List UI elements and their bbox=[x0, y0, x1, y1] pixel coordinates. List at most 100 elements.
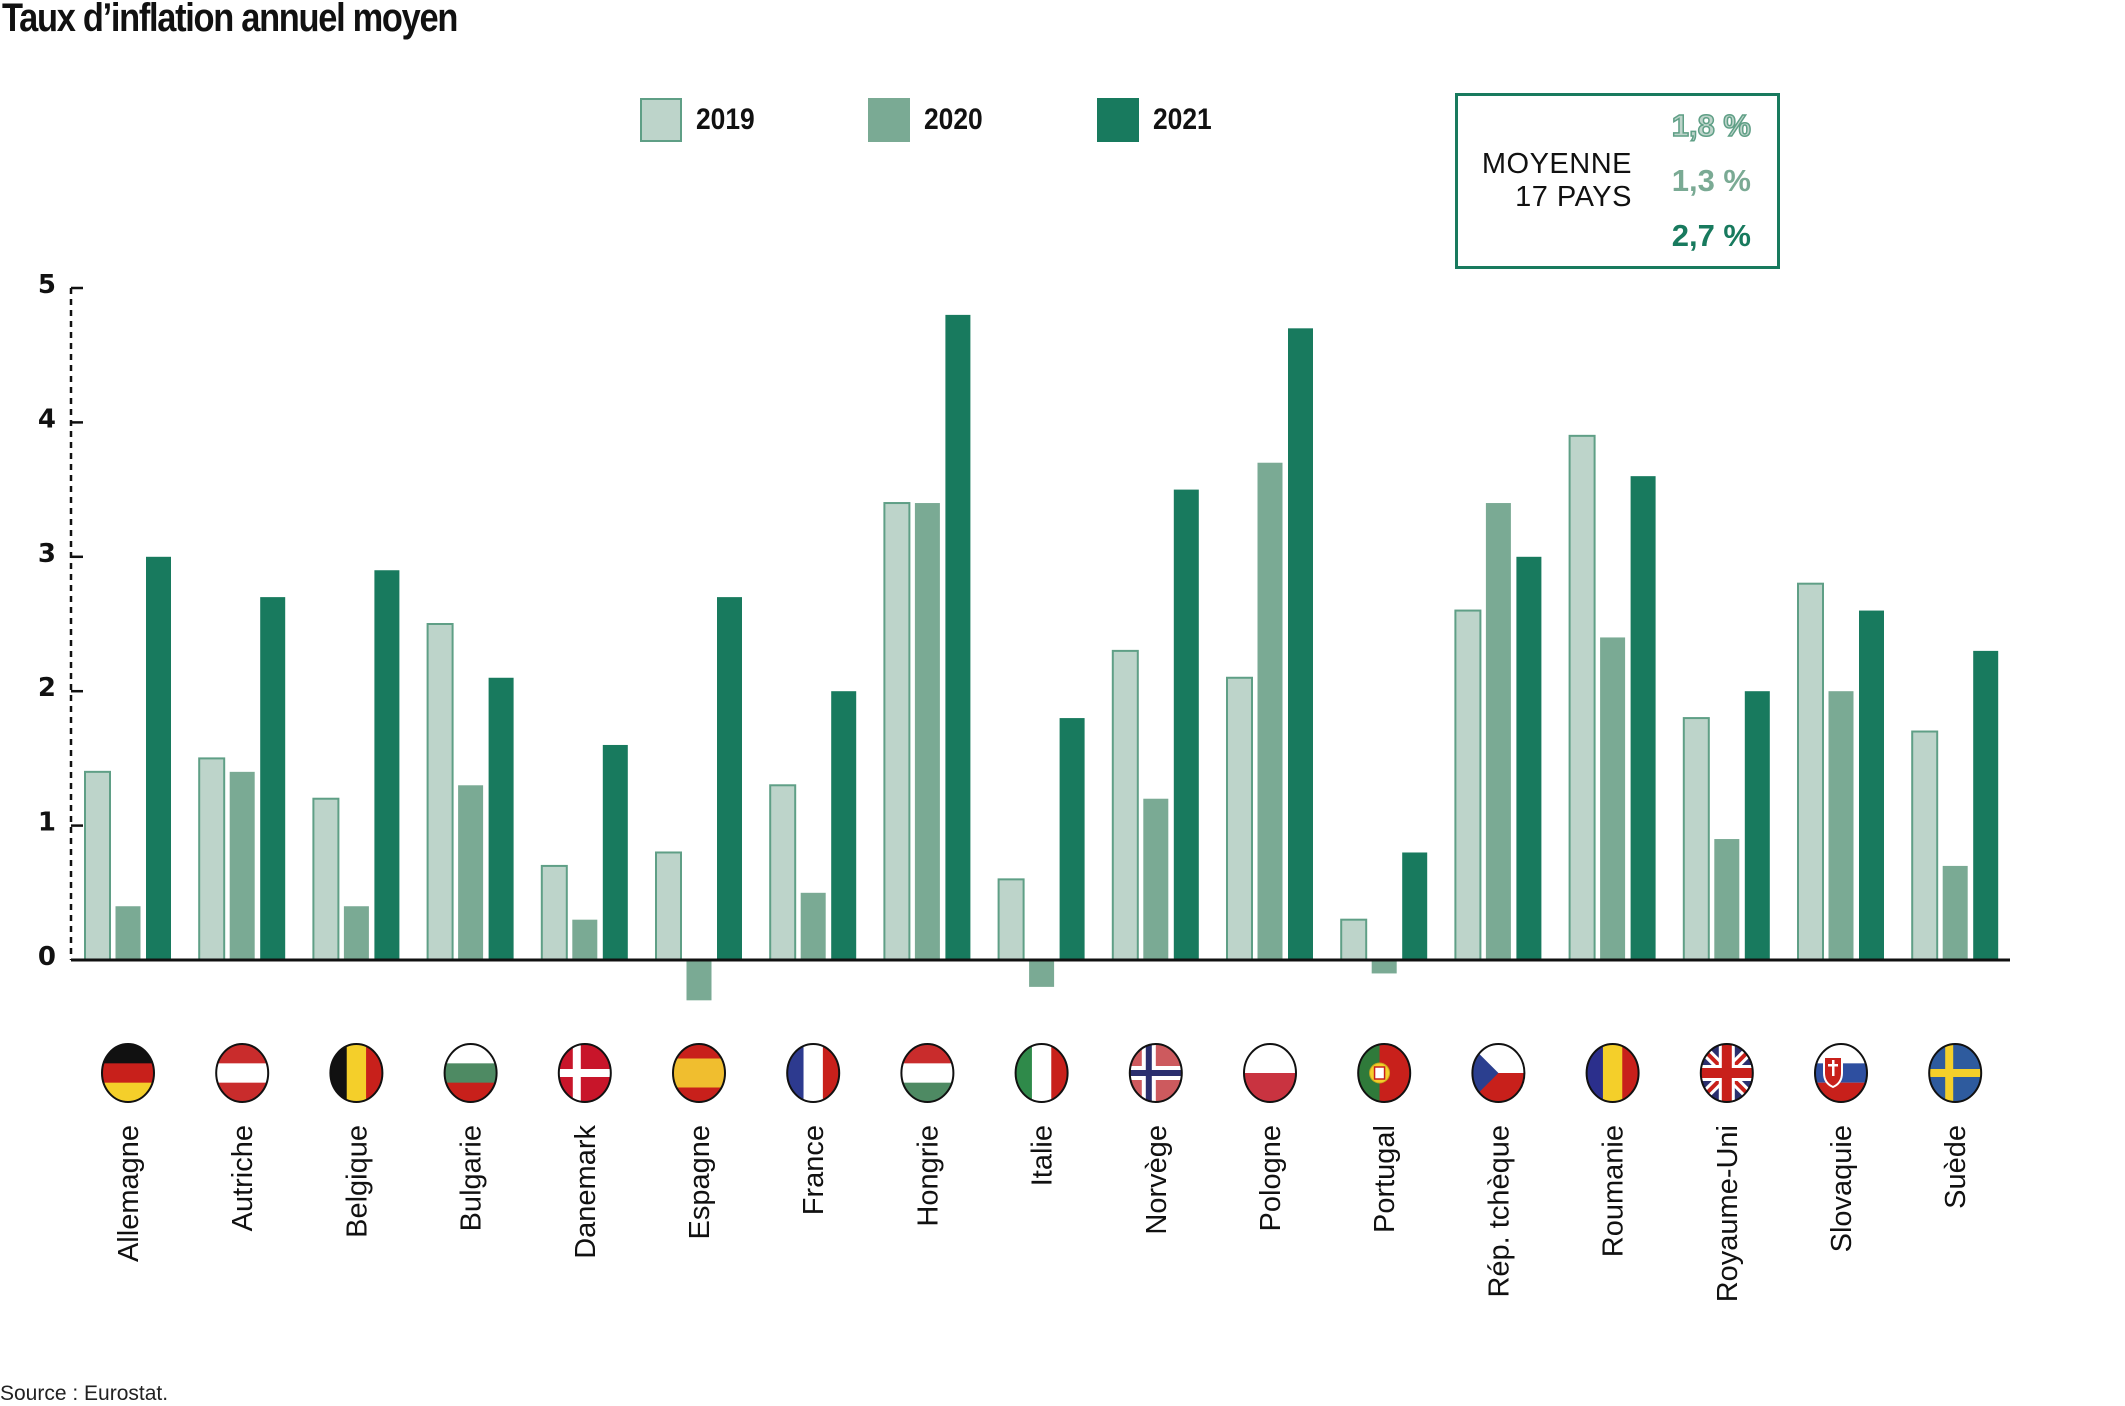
flag-united-kingdom-icon bbox=[1700, 1044, 1753, 1102]
bar-2021 bbox=[374, 570, 400, 960]
bar-2021 bbox=[488, 677, 514, 960]
flag-outline bbox=[786, 1043, 841, 1103]
legend-label-2020: 2020 bbox=[924, 103, 983, 136]
bar-2021 bbox=[1288, 328, 1313, 960]
bar-2020 bbox=[1371, 960, 1397, 974]
flag-sweden-icon bbox=[1929, 1044, 1982, 1102]
flag-outline bbox=[1014, 1043, 1069, 1103]
flag-belgium-icon bbox=[330, 1044, 383, 1102]
flag-czech-republic-icon bbox=[1472, 1044, 1525, 1102]
country-label: Rép. tchèque bbox=[1483, 1125, 1515, 1298]
flag-germany-icon bbox=[102, 1044, 154, 1102]
bar-2020 bbox=[914, 503, 940, 960]
bar-group bbox=[1226, 328, 1313, 961]
bar-group bbox=[655, 597, 742, 1001]
flag-bulgaria-icon bbox=[444, 1044, 497, 1102]
country-label: Bulgarie bbox=[456, 1125, 488, 1231]
average-label-line1: MOYENNE bbox=[1481, 148, 1632, 180]
country-labels: Allemagne Autriche Belgique Bulgarie Danemar… bbox=[113, 1125, 1972, 1303]
flag-norway-icon bbox=[1129, 1044, 1182, 1102]
bar-2019 bbox=[1340, 918, 1368, 961]
bar-2019 bbox=[540, 864, 568, 961]
legend-item-2020: 2020 bbox=[868, 97, 991, 143]
bar-2020 bbox=[1143, 798, 1169, 960]
bar-2019 bbox=[1911, 730, 1939, 962]
y-tick-label: 3 bbox=[38, 539, 56, 569]
average-label-line2: 17 PAYS bbox=[1515, 181, 1632, 213]
bar-2019 bbox=[1568, 434, 1596, 961]
country-label: Suède bbox=[1940, 1125, 1972, 1209]
flag-france-icon bbox=[787, 1044, 840, 1102]
bar-2020 bbox=[1485, 503, 1511, 960]
bar-2019 bbox=[1682, 717, 1710, 962]
bar-group bbox=[540, 744, 628, 961]
bar-group bbox=[997, 718, 1085, 987]
bar-2019 bbox=[198, 757, 226, 962]
flag-outline bbox=[329, 1043, 384, 1103]
bar-2019 bbox=[1226, 676, 1253, 961]
bar-2020 bbox=[343, 906, 369, 960]
bar-group bbox=[883, 314, 971, 961]
flag-outline bbox=[443, 1043, 498, 1103]
legend-swatch-2020 bbox=[868, 98, 910, 142]
flag-outline bbox=[1585, 1043, 1640, 1103]
bar-2019 bbox=[769, 784, 797, 962]
flag-outline bbox=[1699, 1043, 1754, 1103]
bar-group bbox=[84, 556, 171, 962]
bar-2021 bbox=[1516, 556, 1542, 960]
bar-2021 bbox=[1973, 650, 1999, 960]
bar-2020 bbox=[115, 906, 141, 960]
country-label: Pologne bbox=[1255, 1125, 1287, 1231]
flag-denmark-icon bbox=[558, 1044, 611, 1102]
bar-2019 bbox=[312, 797, 340, 961]
bar-2019 bbox=[426, 623, 454, 961]
bar-2020 bbox=[1257, 462, 1283, 960]
flag-poland-icon bbox=[1244, 1044, 1296, 1102]
average-value-2021: 2,7 % bbox=[1671, 218, 1751, 253]
average-value-2019: 1,8 % bbox=[1671, 107, 1752, 144]
flag-outline bbox=[557, 1043, 612, 1103]
bar-2020 bbox=[1714, 839, 1740, 960]
y-tick-label: 2 bbox=[38, 673, 56, 703]
bar-group bbox=[1111, 489, 1199, 961]
y-tick-label: 0 bbox=[38, 942, 56, 972]
bar-2021 bbox=[1630, 476, 1656, 960]
bar-2021 bbox=[945, 314, 971, 960]
bar-group bbox=[1568, 434, 1656, 961]
flag-outline bbox=[1928, 1043, 1983, 1103]
bar-2020 bbox=[229, 771, 255, 960]
country-label: Royaume-Uni bbox=[1712, 1125, 1744, 1302]
bar-2020 bbox=[1600, 637, 1626, 960]
flag-outline bbox=[1357, 1043, 1412, 1103]
bar-2020 bbox=[458, 785, 484, 960]
bar-2020 bbox=[800, 892, 826, 960]
country-label: France bbox=[798, 1125, 830, 1215]
bar-2021 bbox=[831, 691, 857, 960]
bar-2019 bbox=[997, 878, 1025, 961]
bar-group bbox=[1340, 852, 1428, 974]
flag-slovakia-icon bbox=[1815, 1044, 1867, 1102]
bar-2021 bbox=[1173, 489, 1199, 960]
y-tick-label: 5 bbox=[38, 270, 56, 300]
flag-outline bbox=[1243, 1043, 1297, 1103]
legend-swatch-2021 bbox=[1097, 98, 1139, 142]
country-label: Italie bbox=[1027, 1125, 1059, 1186]
country-label: Roumanie bbox=[1598, 1125, 1630, 1257]
chart-title: Taux d’inflation annuel moyen bbox=[2, 0, 458, 40]
country-label: Slovaquie bbox=[1826, 1125, 1858, 1252]
flag-italy-icon bbox=[1015, 1044, 1068, 1102]
bar-2021 bbox=[602, 744, 628, 960]
bar-2021 bbox=[1059, 718, 1085, 960]
bar-2021 bbox=[717, 597, 742, 960]
bar-2019 bbox=[1111, 649, 1139, 961]
country-label: Autriche bbox=[227, 1125, 259, 1231]
bar-2020 bbox=[1942, 865, 1968, 960]
bar-2020 bbox=[572, 919, 598, 960]
y-tick-label: 1 bbox=[38, 808, 56, 838]
average-label: MOYENNE 17 PAYS bbox=[1482, 148, 1632, 214]
flag-outline bbox=[215, 1043, 270, 1103]
bar-2019 bbox=[84, 770, 111, 962]
flag-outline bbox=[900, 1043, 955, 1103]
bar-group bbox=[1911, 650, 1999, 962]
